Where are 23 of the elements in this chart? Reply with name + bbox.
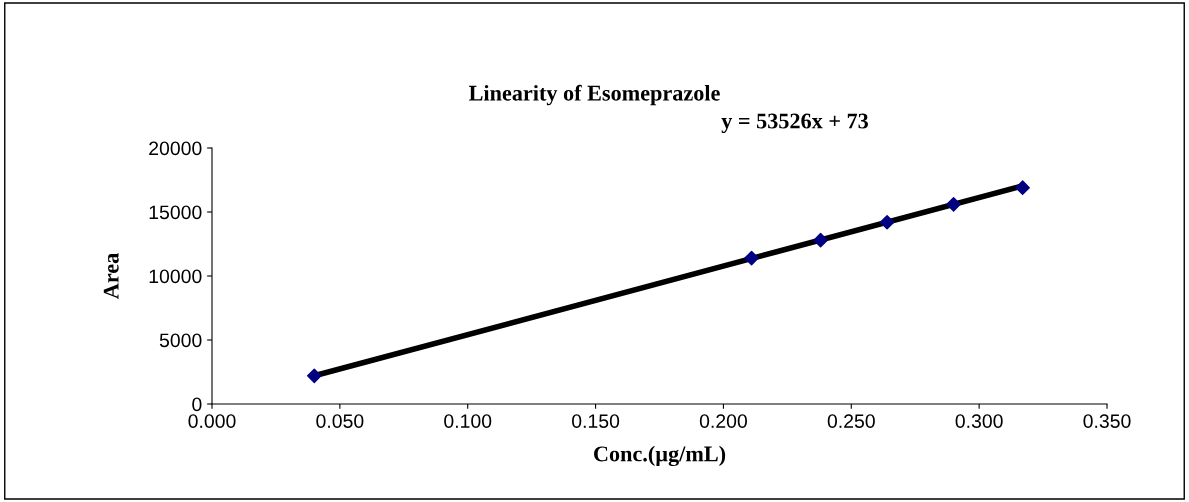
text: y = 53526x + 73 [721,113,869,134]
x-tick-label: 0.150 [572,414,620,428]
x-tick-label: 0.300 [955,414,1003,428]
point [946,197,961,212]
point [813,232,828,248]
x-tick-label: 0.350 [1083,414,1131,428]
x-tick-label: 0.000 [188,414,236,428]
x-tick-label: 0.100 [444,414,492,428]
y-tick-label: 15000 [149,205,202,220]
point [307,368,322,384]
x-axis-title: Conc.(µg/mL) [594,445,726,467]
point [879,214,895,230]
x-tick-label: 0.250 [827,414,875,428]
x-tick-label: 0.200 [699,414,747,428]
point [1015,180,1030,195]
y-tick-label: 5000 [159,333,202,348]
x-tick-label: 0.050 [316,414,364,428]
y-tick-label: 0 [192,397,202,412]
y-axis-title: Area [103,253,119,300]
point [744,250,759,266]
chart-title: Linearity of Esomeprazole [468,84,720,106]
y-tick-label: 20000 [149,141,202,156]
y-tick-label: 10000 [149,269,202,284]
